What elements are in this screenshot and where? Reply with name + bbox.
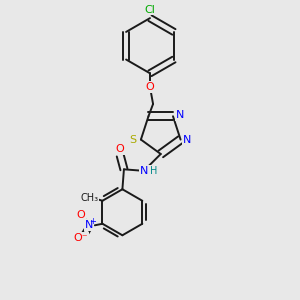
Text: N: N [183,136,191,146]
Text: O: O [116,144,124,154]
Text: N: N [85,220,93,230]
Text: N: N [176,110,184,120]
Text: H: H [150,166,158,176]
Text: O: O [146,82,154,92]
Text: +: + [89,217,96,226]
Text: O: O [76,211,85,220]
Text: N: N [140,166,148,176]
Text: O⁻: O⁻ [74,232,88,243]
Text: Cl: Cl [145,4,155,14]
Text: S: S [130,135,137,145]
Text: CH₃: CH₃ [80,193,99,203]
